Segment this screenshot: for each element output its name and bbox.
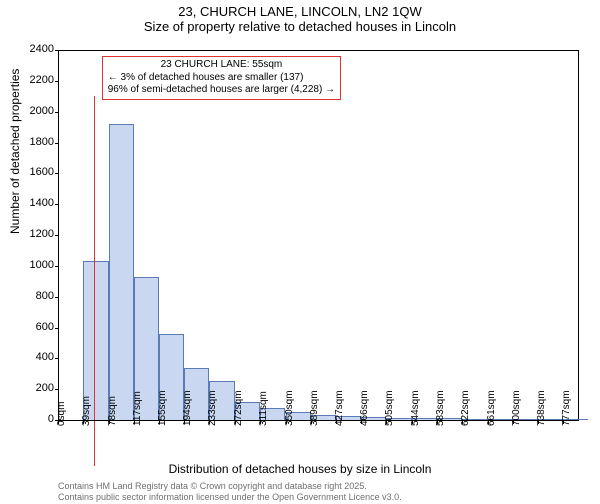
y-tick-label: 400 (36, 351, 54, 363)
y-tick-mark (55, 389, 59, 390)
y-tick-mark (55, 204, 59, 205)
plot-area (58, 50, 578, 420)
y-tick-label: 1800 (30, 136, 54, 148)
y-tick-mark (55, 143, 59, 144)
y-tick-label: 1600 (30, 166, 54, 178)
y-axis-label: Number of detached properties (8, 69, 22, 234)
y-tick-label: 200 (36, 382, 54, 394)
y-tick-mark (55, 297, 59, 298)
y-tick-label: 1400 (30, 197, 54, 209)
chart-title-line1: 23, CHURCH LANE, LINCOLN, LN2 1QW (0, 4, 600, 19)
y-tick-label: 1000 (30, 259, 54, 271)
y-tick-label: 1200 (30, 228, 54, 240)
y-tick-mark (55, 358, 59, 359)
y-tick-mark (55, 235, 59, 236)
marker-line (94, 96, 95, 466)
footer-line1: Contains HM Land Registry data © Crown c… (58, 481, 402, 491)
y-tick-label: 2400 (30, 43, 54, 55)
annotation-box: 23 CHURCH LANE: 55sqm ← 3% of detached h… (102, 56, 341, 100)
y-tick-label: 800 (36, 290, 54, 302)
histogram-bar (109, 124, 134, 420)
y-tick-mark (55, 112, 59, 113)
y-tick-label: 600 (36, 321, 54, 333)
y-tick-mark (55, 266, 59, 267)
annotation-line3: 96% of semi-detached houses are larger (… (108, 84, 335, 97)
x-axis-label: Distribution of detached houses by size … (0, 462, 600, 476)
annotation-line1: 23 CHURCH LANE: 55sqm (108, 59, 335, 72)
y-tick-label: 2200 (30, 74, 54, 86)
y-tick-label: 2000 (30, 105, 54, 117)
y-tick-mark (55, 328, 59, 329)
footer-line2: Contains public sector information licen… (58, 492, 402, 502)
y-tick-mark (55, 173, 59, 174)
y-tick-mark (55, 81, 59, 82)
footer-attribution: Contains HM Land Registry data © Crown c… (58, 481, 402, 502)
chart-title-line2: Size of property relative to detached ho… (0, 19, 600, 34)
y-tick-mark (55, 50, 59, 51)
y-tick-label: 0 (48, 413, 54, 425)
annotation-line2: ← 3% of detached houses are smaller (137… (108, 72, 335, 85)
